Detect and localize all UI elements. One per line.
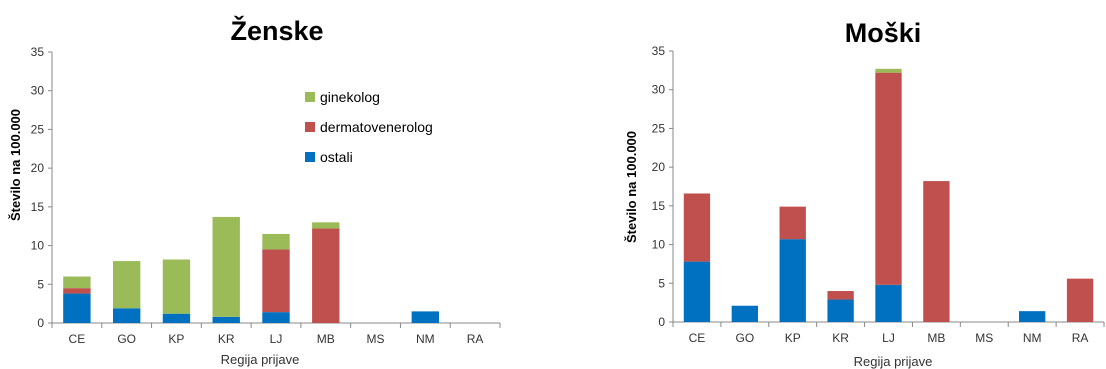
plot-area: 0 5 10 15 20 25 30 35 CE GO KP KR LJ MB MS NM RA	[652, 44, 1105, 345]
bar-dermatovenerolog-kr	[827, 291, 854, 300]
y-tick-label: 0	[37, 316, 44, 330]
y-tick-label: 20	[652, 160, 666, 174]
x-tick-label: NM	[1023, 331, 1042, 345]
bar-dermatovenerolog-kp	[779, 206, 806, 240]
legend-swatch-dermatovenerolog	[305, 122, 315, 132]
y-tick-label: 25	[31, 122, 45, 136]
bar-ostali-go	[112, 308, 141, 323]
x-tick-label: KR	[832, 331, 849, 345]
bar-ostali-kp	[162, 313, 191, 323]
x-axis-label: Regija prijave	[854, 354, 933, 369]
bar-ginekolog-lj	[875, 68, 902, 73]
bar-dermatovenerolog-ra	[1066, 278, 1094, 322]
x-tick-label: NM	[416, 332, 435, 346]
bar-ostali-ce	[683, 261, 711, 322]
chart-title: Moški	[845, 18, 922, 48]
y-axis-label: Število na 100.000	[8, 109, 23, 221]
bar-ostali-nm	[411, 311, 440, 323]
chart-zenske: Ženske Število na 100.000 Regija prijave…	[8, 15, 501, 367]
y-tick-label: 5	[37, 277, 44, 291]
bar-ostali-lj	[875, 284, 902, 322]
y-tick-label: 0	[658, 315, 665, 329]
bar-dermatovenerolog-mb	[312, 228, 340, 323]
y-tick-label: 15	[31, 200, 45, 214]
bar-ostali-kp	[779, 239, 806, 322]
legend-swatch-ostali	[305, 152, 315, 162]
x-tick-label: MS	[367, 332, 385, 346]
plot-area: 0 5 10 15 20 25 30 35 CE GO KP KR LJ MB MS NM RA	[31, 45, 501, 346]
chart-moski-svg: Moški Število na 100.000 Regija prijave …	[624, 18, 1105, 369]
x-tick-label: KP	[785, 331, 801, 345]
chart-title: Ženske	[230, 15, 323, 46]
bar-dermatovenerolog-lj	[875, 72, 902, 285]
y-tick-label: 30	[652, 83, 666, 97]
bar-ostali-nm	[1018, 311, 1046, 322]
bar-ostali-kr	[827, 299, 854, 322]
bar-ostali-go	[731, 305, 759, 322]
y-tick-label: 10	[652, 238, 666, 252]
x-axis-label: Regija prijave	[221, 352, 300, 367]
x-tick-label: LJ	[270, 332, 283, 346]
y-tick-label: 5	[658, 276, 665, 290]
x-tick-label: CE	[689, 331, 706, 345]
x-tick-label: KP	[168, 332, 184, 346]
bar-ostali-kr	[212, 316, 240, 323]
bar-ginekolog-go	[112, 261, 141, 309]
bar-dermatovenerolog-ce	[63, 288, 91, 294]
chart-moski: Moški Število na 100.000 Regija prijave …	[553, 0, 1106, 369]
y-tick-label: 25	[652, 121, 666, 135]
y-tick-label: 15	[652, 199, 666, 213]
bar-dermatovenerolog-ce	[683, 193, 711, 262]
bar-ginekolog-mb	[312, 222, 340, 229]
y-tick-label: 35	[652, 44, 666, 58]
x-tick-label: MB	[317, 332, 335, 346]
y-tick-label: 20	[31, 161, 45, 175]
bar-ostali-ce	[63, 293, 91, 323]
x-tick-label: RA	[1072, 331, 1089, 345]
bar-ginekolog-kr	[212, 216, 240, 317]
bar-dermatovenerolog-mb	[923, 181, 950, 322]
x-tick-label: GO	[117, 332, 136, 346]
bar-ginekolog-lj	[262, 233, 290, 250]
legend-swatch-ginekolog	[305, 92, 315, 102]
legend-label-ostali: ostali	[320, 149, 353, 165]
bar-dermatovenerolog-lj	[262, 249, 290, 313]
x-tick-label: LJ	[882, 331, 895, 345]
legend-label-ginekolog: ginekolog	[320, 89, 380, 105]
x-tick-label: KR	[218, 332, 235, 346]
x-tick-label: RA	[467, 332, 484, 346]
y-tick-label: 30	[31, 84, 45, 98]
x-tick-label: MS	[975, 331, 993, 345]
x-tick-label: CE	[69, 332, 86, 346]
x-tick-label: GO	[735, 331, 754, 345]
x-tick-label: MB	[927, 331, 945, 345]
bar-ginekolog-ce	[63, 276, 91, 289]
legend: ginekolog dermatovenerolog ostali	[305, 89, 433, 165]
legend-label-dermatovenerolog: dermatovenerolog	[320, 119, 433, 135]
chart-zenske-svg: Ženske Število na 100.000 Regija prijave…	[8, 15, 501, 367]
bar-ostali-lj	[262, 312, 290, 323]
y-tick-label: 10	[31, 239, 45, 253]
bar-ginekolog-kp	[162, 259, 191, 314]
y-tick-label: 35	[31, 45, 45, 59]
y-axis-label: Število na 100.000	[624, 131, 639, 243]
